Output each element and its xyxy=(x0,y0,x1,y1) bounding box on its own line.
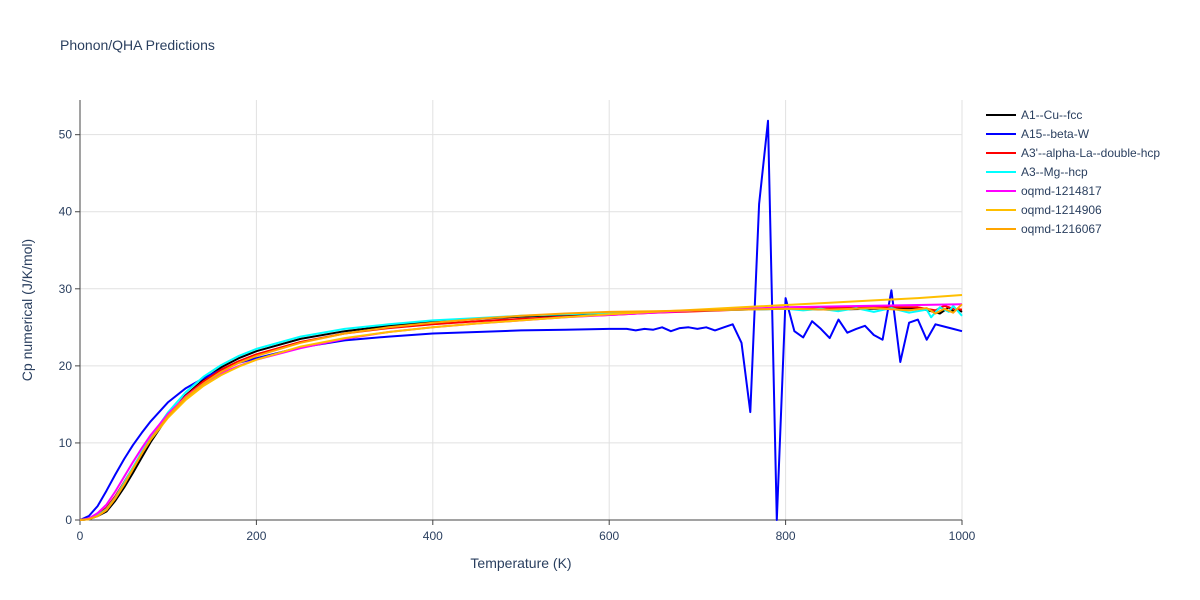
x-tick-label: 0 xyxy=(77,529,84,543)
legend-label: A15--beta-W xyxy=(1021,127,1090,141)
legend[interactable]: A1--Cu--fcc A15--beta-W A3'--alpha-La--dou… xyxy=(986,108,1160,236)
x-tick-label: 800 xyxy=(776,529,796,543)
legend-item[interactable]: oqmd-1214906 xyxy=(986,203,1102,217)
x-tick-label: 400 xyxy=(423,529,443,543)
legend-label: oqmd-1214817 xyxy=(1021,184,1102,198)
series-line-6 xyxy=(79,303,963,521)
legend-label: oqmd-1214906 xyxy=(1021,203,1102,217)
y-tick-label: 50 xyxy=(59,128,73,142)
x-tick-label: 200 xyxy=(246,529,266,543)
legend-label: oqmd-1216067 xyxy=(1021,222,1102,236)
x-tick-label: 1000 xyxy=(949,529,976,543)
legend-item[interactable]: oqmd-1214817 xyxy=(986,184,1102,198)
legend-item[interactable]: A3'--alpha-La--double-hcp xyxy=(986,146,1160,160)
y-tick-label: 0 xyxy=(65,513,72,527)
y-tick-label: 10 xyxy=(59,436,73,450)
series-line-0 xyxy=(79,306,963,521)
legend-item[interactable]: A3--Mg--hcp xyxy=(986,165,1088,179)
legend-item[interactable]: oqmd-1216067 xyxy=(986,222,1102,236)
axes: 0 200 400 600 800 1000 0 10 20 30 40 50 xyxy=(59,100,976,543)
legend-item[interactable]: A1--Cu--fcc xyxy=(986,108,1082,122)
y-tick-label: 30 xyxy=(59,282,73,296)
series-lines xyxy=(79,119,963,521)
x-tick-label: 600 xyxy=(599,529,619,543)
series-line-5 xyxy=(79,294,963,521)
legend-label: A1--Cu--fcc xyxy=(1021,108,1082,122)
legend-label: A3--Mg--hcp xyxy=(1021,165,1088,179)
chart-title: Phonon/QHA Predictions xyxy=(60,37,215,53)
y-axis-title: Cp numerical (J/K/mol) xyxy=(19,239,35,381)
y-tick-label: 40 xyxy=(59,205,73,219)
y-tick-label: 20 xyxy=(59,359,73,373)
legend-item[interactable]: A15--beta-W xyxy=(986,127,1090,141)
series-line-1 xyxy=(79,119,963,521)
x-axis-title: Temperature (K) xyxy=(470,555,571,571)
legend-label: A3'--alpha-La--double-hcp xyxy=(1021,146,1160,160)
